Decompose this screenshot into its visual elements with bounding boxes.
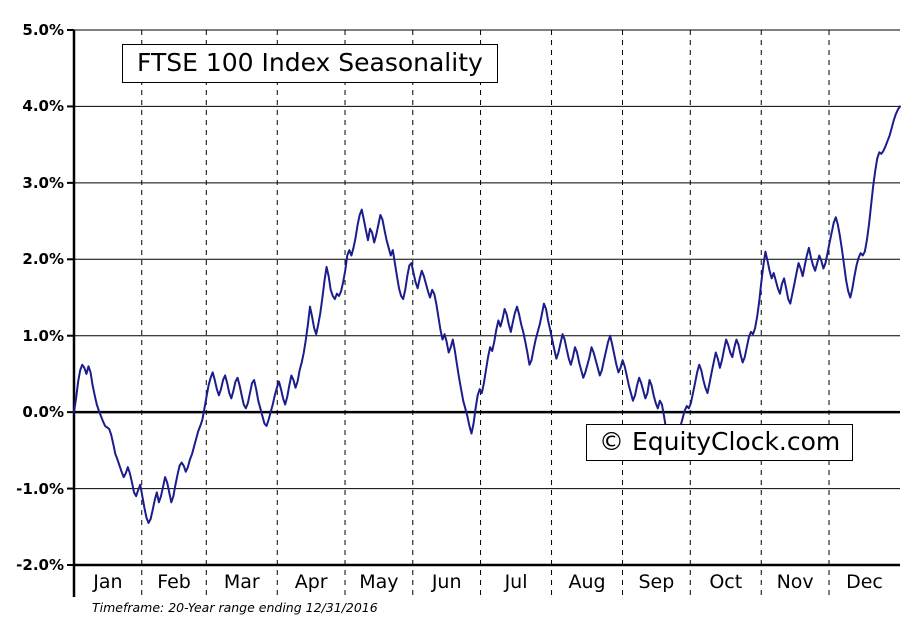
x-axis-month-label-sep: Sep <box>638 571 675 593</box>
y-axis-label: -2.0% <box>16 556 64 574</box>
axis-lines <box>72 30 900 597</box>
y-axis-label: 3.0% <box>22 173 64 192</box>
x-axis-month-label-oct: Oct <box>709 571 743 593</box>
vertical-gridlines <box>141 30 830 597</box>
x-axis-month-label-jun: Jun <box>431 571 462 593</box>
y-axis-label: 0.0% <box>22 403 64 422</box>
x-axis-month-label-nov: Nov <box>776 571 814 593</box>
y-axis-label: 1.0% <box>22 326 64 345</box>
chart-title: FTSE 100 Index Seasonality <box>122 44 498 83</box>
x-axis-month-label-jan: Jan <box>93 571 123 593</box>
x-axis-month-label-may: May <box>359 571 399 593</box>
y-axis-label: 5.0% <box>22 21 64 39</box>
x-axis-month-label-aug: Aug <box>568 571 606 593</box>
y-axis-label: 4.0% <box>22 97 64 116</box>
axis-ticks <box>67 29 74 566</box>
horizontal-gridlines <box>74 29 900 566</box>
x-axis-month-label-feb: Feb <box>157 571 191 593</box>
x-axis-month-label-jul: Jul <box>504 571 528 593</box>
y-axis-label: -1.0% <box>16 479 64 498</box>
x-axis-month-label-apr: Apr <box>294 571 328 593</box>
x-axis-month-label-dec: Dec <box>846 571 883 593</box>
watermark-equityclock: © EquityClock.com <box>586 424 854 461</box>
timeframe-note: Timeframe: 20-Year range ending 12/31/20… <box>92 600 378 615</box>
y-axis-label: 2.0% <box>22 250 64 269</box>
x-axis-month-label-mar: Mar <box>223 571 260 593</box>
seasonality-line <box>73 105 901 524</box>
